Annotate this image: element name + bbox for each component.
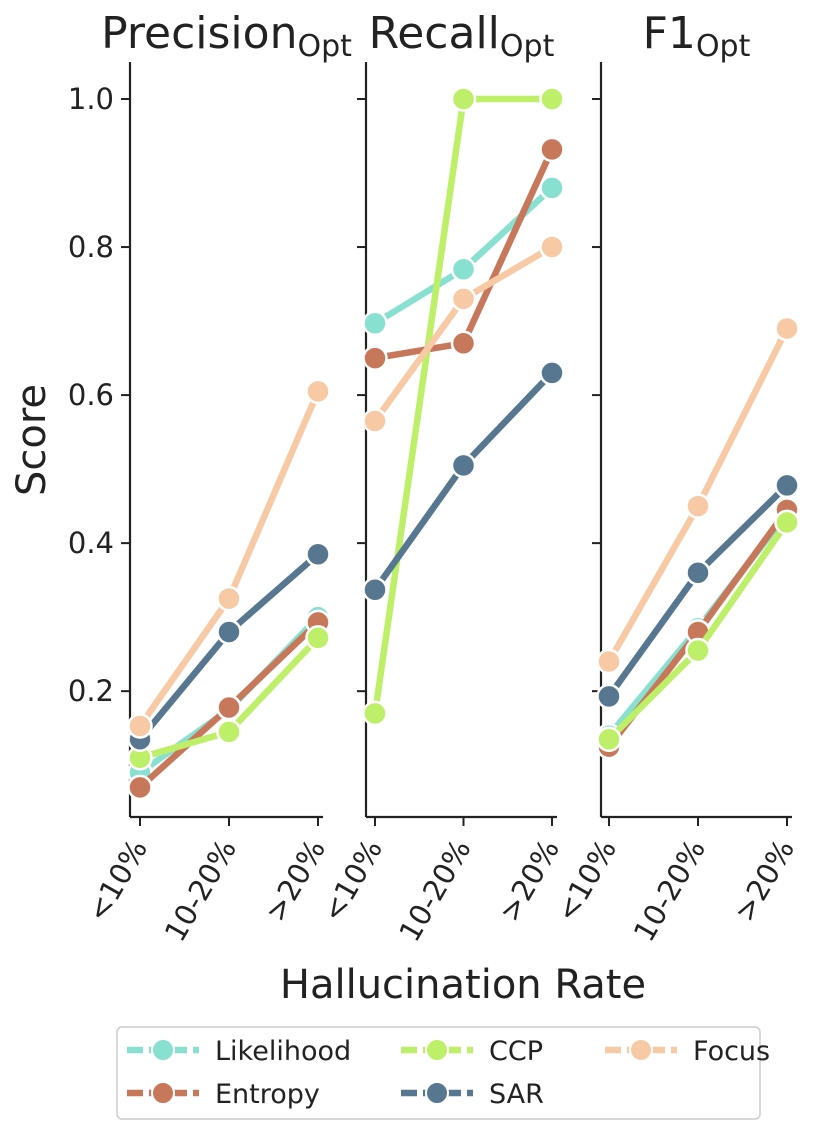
legend-label: Focus (693, 1036, 770, 1067)
data-point (774, 315, 800, 342)
series-ccp (362, 86, 565, 727)
series-line (371, 95, 556, 717)
data-point (127, 774, 153, 801)
data-point (685, 559, 711, 586)
data-point (539, 136, 565, 163)
series-line (371, 146, 556, 362)
legend-frame (116, 1026, 761, 1120)
series-entropy (127, 609, 331, 801)
panel-recall: RecallOpt<10% 10-20% >20% (315, 8, 566, 947)
data-point (450, 256, 477, 283)
legend-item-entropy: Entropy (127, 1079, 320, 1110)
series-focus (362, 234, 565, 434)
data-point (685, 493, 711, 519)
legend-swatch-marker (151, 1081, 175, 1105)
legend-swatch-marker (425, 1081, 449, 1105)
x-tick-label: 10-20% (158, 834, 243, 948)
data-point (450, 86, 477, 112)
y-tick-label: 0.6 (68, 378, 114, 412)
data-point (305, 541, 331, 567)
data-point (685, 637, 711, 664)
legend-swatch-marker (629, 1038, 653, 1062)
x-tick-label: 10-20% (392, 834, 477, 948)
data-point (305, 378, 331, 405)
data-point (596, 726, 622, 753)
data-point (216, 585, 242, 612)
data-point (539, 234, 565, 260)
series-line (136, 388, 322, 730)
panel-title-subscript: Opt (500, 29, 555, 64)
series-ccp (596, 509, 800, 753)
legend-label: Entropy (215, 1079, 320, 1110)
legend-item-likelihood: Likelihood (127, 1036, 351, 1067)
data-point (596, 683, 622, 710)
data-point (450, 452, 477, 479)
legend-label: CCP (489, 1036, 543, 1067)
series-focus (127, 378, 331, 739)
x-tick-label: 10-20% (627, 834, 712, 948)
data-point (362, 345, 388, 371)
panel-title-subscript: Opt (696, 29, 751, 64)
y-tick-label: 0.8 (68, 230, 114, 264)
legend-label: SAR (489, 1079, 544, 1110)
panel-f1: F1Opt<10% 10-20% >20% (549, 8, 801, 947)
series-sar (362, 360, 565, 603)
series-sar (596, 472, 800, 710)
panel-title: RecallOpt (369, 8, 555, 64)
legend: Likelihood Entropy CCP SAR Focus (116, 1026, 770, 1120)
legend-label: Likelihood (215, 1036, 351, 1067)
panel-title-main: F1 (643, 8, 696, 59)
legend-item-ccp: CCP (401, 1036, 543, 1067)
data-point (362, 577, 388, 603)
x-axis-title: Hallucination Rate (280, 962, 646, 1008)
data-point (127, 713, 153, 739)
series-focus (596, 315, 800, 675)
series-ccp (127, 625, 331, 771)
data-point (216, 619, 242, 645)
data-point (596, 648, 622, 675)
data-point (450, 286, 477, 312)
y-tick-label: 0.4 (68, 526, 114, 560)
data-point (305, 625, 331, 651)
legend-item-sar: SAR (401, 1079, 544, 1110)
y-axis-title: Score (9, 384, 55, 496)
legend-swatch-marker (425, 1038, 449, 1062)
data-point (216, 694, 242, 721)
data-point (539, 360, 565, 386)
data-point (774, 509, 800, 536)
data-point (539, 86, 565, 112)
data-point (774, 472, 800, 499)
legend-swatch-marker (151, 1038, 175, 1062)
panel-title-subscript: Opt (297, 29, 352, 64)
panel-title-main: Recall (369, 8, 500, 59)
data-point (216, 719, 242, 745)
y-tick-label: 0.2 (68, 674, 114, 708)
data-point (362, 700, 388, 727)
data-point (450, 330, 477, 357)
data-point (362, 310, 388, 337)
panel-title: F1Opt (643, 8, 751, 64)
legend-item-focus: Focus (605, 1036, 770, 1067)
series-line (371, 369, 556, 594)
data-point (539, 175, 565, 201)
x-tick-label: <10% (80, 834, 154, 928)
panel-title-main: Precision (101, 8, 297, 59)
series-entropy (362, 136, 565, 371)
y-tick-label: 1.0 (68, 82, 114, 116)
panel-title: PrecisionOpt (101, 8, 352, 64)
data-point (362, 408, 388, 434)
x-tick-label: >20% (727, 834, 801, 928)
